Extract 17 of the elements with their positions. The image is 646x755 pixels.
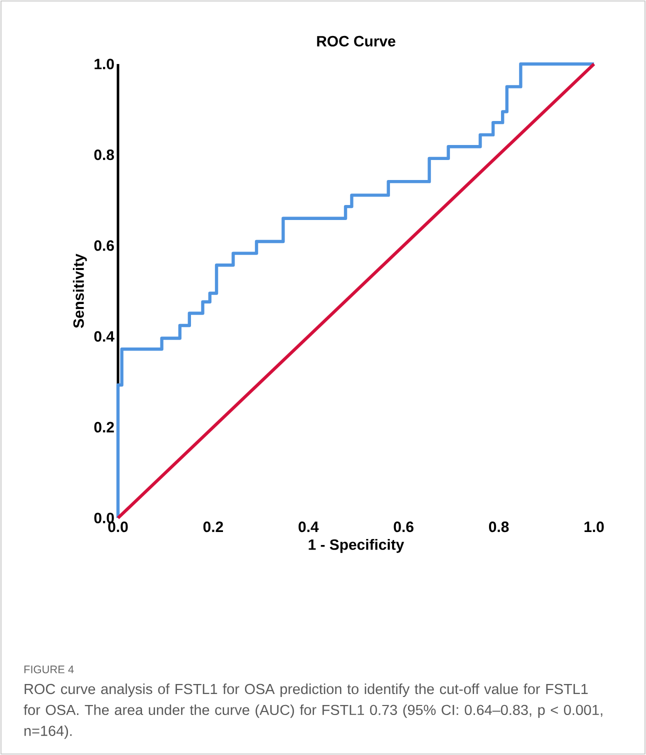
y-tick-label: 1.0 [94,58,114,70]
caption: FIGURE 4 [24,666,74,674]
y-tick-label: 0.6 [94,240,114,251]
y-tick-label: 0.4 [94,331,114,342]
y-tick-label: 0.8 [94,150,114,160]
x-tick-label: 0.2 [203,522,223,532]
x-tick-label: 0.0 [108,522,128,532]
y-tick-label: 0.0 [94,512,114,524]
x-tick-label: 1.0 [584,522,604,532]
x-axis-title: 1 - Specificity [308,538,404,553]
y-axis-title: Sensitivity [72,254,87,328]
x-tick-label: 0.6 [394,522,414,532]
y-tick-label: 0.2 [94,422,114,432]
chart-title: ROC Curve [317,36,396,46]
text: ROC curve analysis of FSTL1 for OSA prediction to identify the cut-off value for FSTL1 for OSA. The area under the curve (AUC) for FSTL1 0.73 (95% CI: 0.64–0.83, p < 0.001, n=164). [24,684,602,739]
x-tick-label: 0.4 [298,522,319,532]
x-tick-label: 0.8 [489,522,509,532]
